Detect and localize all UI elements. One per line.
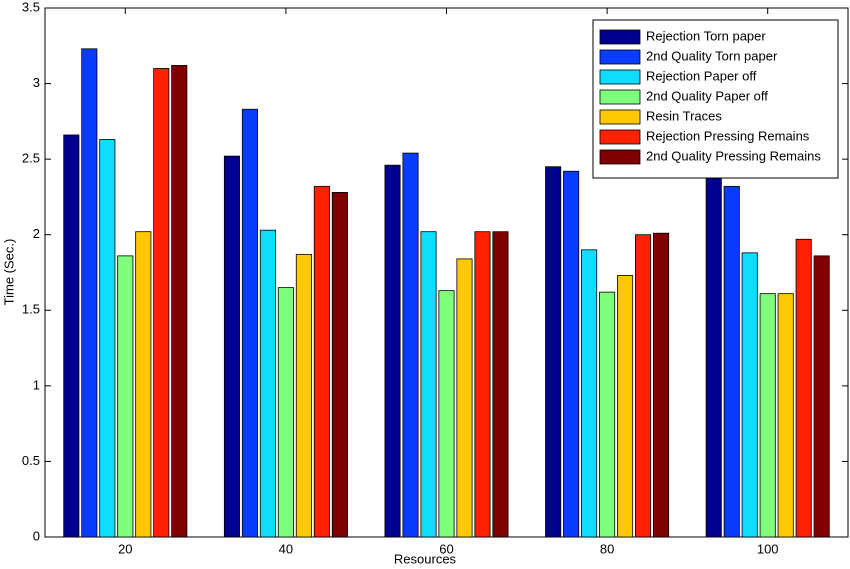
bar: [277, 287, 294, 538]
bar: [135, 231, 152, 538]
bar: [420, 231, 437, 538]
y-axis-label: Time (Sec.): [1, 239, 16, 306]
bar: [599, 291, 616, 538]
y-tick-label: 2.5: [22, 151, 40, 166]
y-tick-label: 1: [33, 377, 40, 392]
legend-label: Rejection Paper off: [646, 68, 757, 83]
bar: [545, 166, 562, 538]
bar: [63, 134, 80, 538]
legend-swatch: [599, 29, 641, 45]
y-tick-label: 3.5: [22, 0, 40, 14]
bar: [171, 65, 188, 538]
x-tick-label: 80: [600, 541, 614, 556]
bar: [563, 170, 580, 538]
legend-swatch: [599, 89, 641, 105]
bar: [723, 185, 740, 538]
bar: [313, 185, 330, 538]
legend-swatch: [599, 149, 641, 165]
bar: [402, 152, 419, 538]
bar: [492, 231, 509, 538]
bar: [295, 253, 312, 538]
bar: [456, 258, 473, 538]
bar: [705, 169, 722, 538]
x-tick-label: 100: [757, 541, 779, 556]
bar: [741, 252, 758, 538]
legend-label: Rejection Torn paper: [646, 28, 766, 43]
legend-label: 2nd Quality Paper off: [646, 88, 768, 103]
x-tick-label: 60: [439, 541, 453, 556]
bar: [81, 48, 98, 538]
legend-swatch: [599, 129, 641, 145]
x-tick-label: 40: [279, 541, 293, 556]
bar: [795, 238, 812, 538]
bar: [384, 164, 401, 538]
y-tick-label: 3: [33, 75, 40, 90]
bar: [438, 290, 455, 538]
bar: [153, 68, 170, 538]
bar: [241, 108, 258, 538]
bar: [331, 191, 348, 538]
x-axis-label: Resources: [394, 551, 457, 566]
legend-swatch: [599, 109, 641, 125]
bar: [259, 229, 276, 538]
bar: [777, 293, 794, 538]
bar: [474, 231, 491, 538]
bar: [117, 255, 134, 538]
bar: [617, 275, 634, 538]
legend-label: Rejection Pressing Remains: [646, 128, 810, 143]
legend-label: Resin Traces: [646, 108, 722, 123]
bar: [581, 249, 598, 538]
y-tick-label: 0: [33, 528, 40, 543]
bar: [653, 232, 670, 538]
bar: [99, 139, 116, 538]
legend-label: 2nd Quality Pressing Remains: [646, 148, 821, 163]
bar: [635, 234, 652, 538]
legend-swatch: [599, 69, 641, 85]
y-tick-label: 1.5: [22, 302, 40, 317]
bar: [813, 255, 830, 538]
bar: [223, 155, 240, 538]
legend-label: 2nd Quality Torn paper: [646, 48, 778, 63]
legend-swatch: [599, 49, 641, 65]
y-tick-label: 0.5: [22, 453, 40, 468]
bar: [759, 293, 776, 538]
y-tick-label: 2: [33, 226, 40, 241]
x-tick-label: 20: [118, 541, 132, 556]
